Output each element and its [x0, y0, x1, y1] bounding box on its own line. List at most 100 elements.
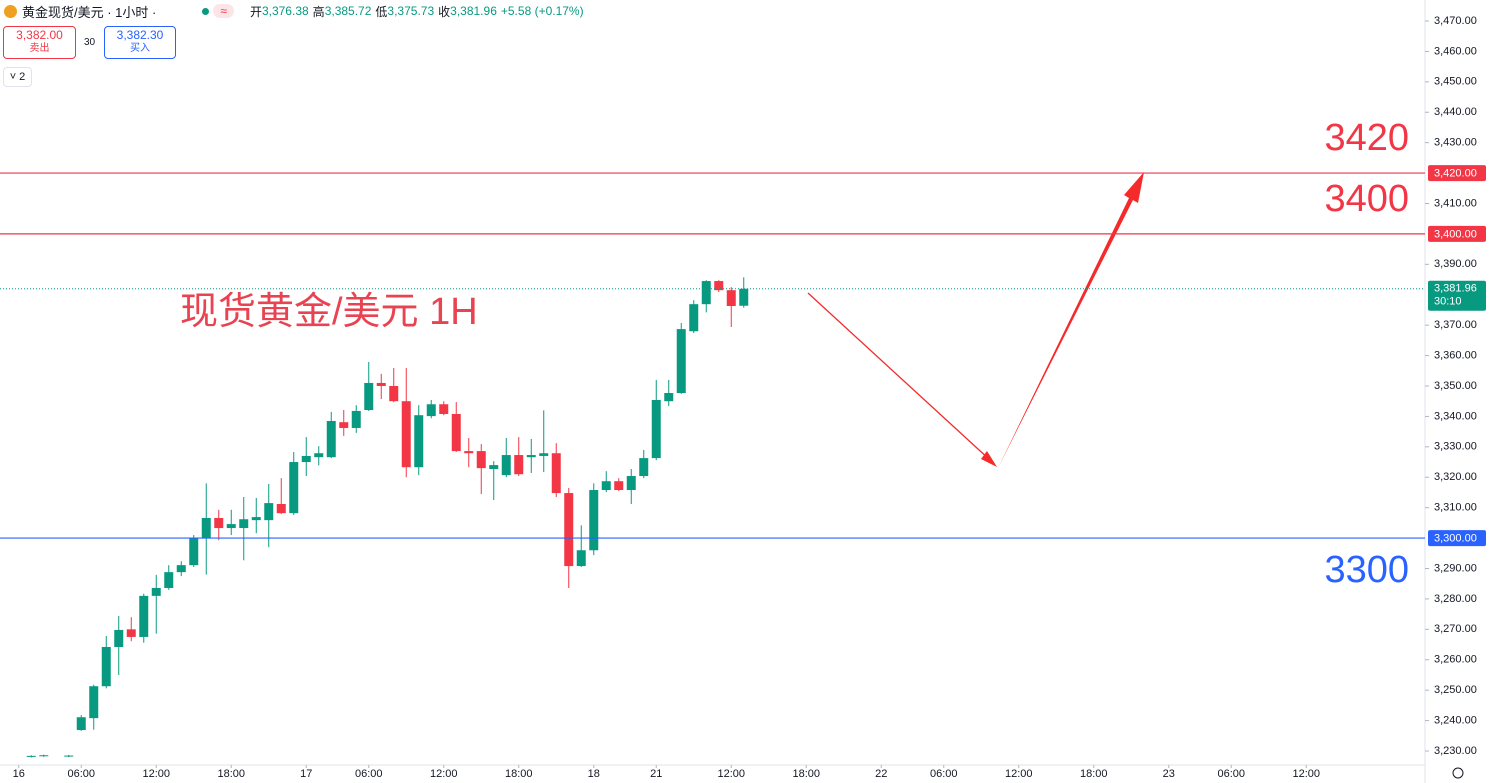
candle-body	[114, 629, 124, 647]
candle-body	[39, 755, 49, 757]
x-tick-label: 12:00	[717, 768, 745, 780]
countdown: 30:10	[1434, 296, 1462, 308]
candle-body	[676, 329, 686, 393]
level-tag-label: 3,400.00	[1434, 228, 1477, 240]
candle-body	[426, 404, 436, 417]
x-tick-label: 18:00	[792, 768, 820, 780]
candle-body	[326, 420, 336, 458]
candle-body	[301, 455, 311, 463]
x-tick-label: 06:00	[930, 768, 958, 780]
candle-body	[376, 382, 386, 386]
candle-body	[401, 401, 411, 468]
x-tick-label: 12:00	[1292, 768, 1320, 780]
y-tick-label: 3,340.00	[1434, 410, 1477, 422]
candle-body	[651, 399, 661, 459]
candle-body	[176, 565, 186, 573]
buy-label: 买入	[130, 43, 150, 54]
candle-body	[539, 453, 549, 456]
y-tick-label: 3,330.00	[1434, 441, 1477, 453]
x-tick-label: 18	[588, 768, 600, 780]
candle-body	[89, 686, 99, 719]
forecast-arrow	[807, 292, 991, 461]
candle-body	[151, 587, 161, 596]
y-tick-label: 3,410.00	[1434, 197, 1477, 209]
candle-body	[289, 462, 299, 514]
symbol[interactable]: 黄金现货/美元 · 1小时 ·	[22, 4, 157, 20]
forecast-arrow	[998, 172, 1144, 468]
y-tick-label: 3,460.00	[1434, 45, 1477, 57]
level-label: 3300	[1324, 549, 1409, 591]
candle-body	[714, 281, 724, 291]
candle-body	[414, 415, 424, 468]
x-tick-label: 18:00	[505, 768, 533, 780]
x-tick-label: 21	[650, 768, 662, 780]
candle-body	[726, 290, 736, 306]
x-tick-label: 18:00	[1080, 768, 1108, 780]
candle-body	[239, 519, 249, 529]
x-tick-label: 12:00	[430, 768, 458, 780]
x-tick-label: 12:00	[142, 768, 170, 780]
sell-button[interactable]: 3,382.00 卖出	[3, 26, 76, 59]
x-tick-label: 06:00	[67, 768, 95, 780]
level-label: 3420	[1324, 117, 1409, 159]
candle-body	[514, 455, 524, 475]
y-tick-label: 3,280.00	[1434, 593, 1477, 605]
candle-body	[501, 455, 511, 476]
candle-body	[214, 518, 224, 529]
candle-body	[126, 629, 136, 637]
candle-body	[526, 455, 536, 458]
buy-button[interactable]: 3,382.30 买入	[104, 26, 176, 59]
y-tick-label: 3,390.00	[1434, 258, 1477, 270]
indicator-toggle[interactable]: ˅ 2	[3, 67, 32, 87]
candle-body	[164, 572, 174, 588]
candle-body	[364, 382, 374, 411]
candle-body	[639, 458, 649, 477]
x-tick-label: 06:00	[1217, 768, 1245, 780]
sell-price: 3,382.00	[16, 28, 63, 42]
candle-body	[189, 538, 199, 566]
candle-body	[276, 504, 286, 514]
x-tick-label: 12:00	[1005, 768, 1033, 780]
y-tick-label: 3,240.00	[1434, 714, 1477, 726]
candle-body	[614, 481, 624, 491]
level-tag-label: 3,300.00	[1434, 532, 1477, 544]
candle-body	[139, 595, 149, 637]
candle-body	[226, 524, 236, 529]
market-status	[202, 7, 210, 15]
x-tick-label: 18:00	[217, 768, 245, 780]
candle-body	[689, 304, 699, 332]
candle-body	[739, 288, 749, 306]
y-tick-label: 3,350.00	[1434, 380, 1477, 392]
candle-body	[389, 385, 399, 402]
buy-price: 3,382.30	[116, 28, 164, 42]
y-tick-label: 3,250.00	[1434, 684, 1477, 696]
candle-body	[76, 717, 86, 731]
candle-body	[589, 490, 599, 551]
candle-body	[626, 476, 636, 491]
indicator-count: 2	[19, 71, 26, 83]
candle-body	[551, 453, 561, 494]
candle-body	[451, 413, 461, 452]
y-tick-label: 3,260.00	[1434, 654, 1477, 666]
open-label: 开	[249, 4, 262, 19]
close-label: 收	[438, 4, 451, 19]
candle-body	[339, 422, 349, 428]
y-tick-label: 3,360.00	[1434, 349, 1477, 361]
candle-body	[264, 503, 274, 521]
low-label: 低	[375, 4, 388, 19]
symbol-icon	[4, 4, 17, 18]
badge[interactable]: ≈	[213, 4, 234, 18]
y-tick-label: 3,270.00	[1434, 623, 1477, 635]
last-price-label: 3,381.96	[1434, 283, 1477, 295]
x-tick-label: 16	[13, 768, 25, 780]
settings-icon[interactable]	[1452, 767, 1464, 779]
candle-body	[26, 755, 36, 757]
candle-body	[64, 755, 74, 757]
level-tag	[1428, 165, 1486, 182]
x-tick-label: 22	[875, 768, 887, 780]
high-value: 3,385.72	[324, 4, 372, 18]
y-tick-label: 3,230.00	[1434, 745, 1477, 757]
level-tag-label: 3,420.00	[1434, 167, 1477, 179]
